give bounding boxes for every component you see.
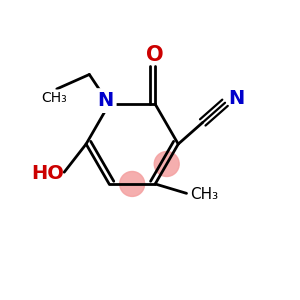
Text: CH₃: CH₃ — [190, 187, 218, 202]
Circle shape — [120, 172, 145, 197]
Text: O: O — [146, 45, 164, 65]
Circle shape — [154, 152, 179, 176]
Text: N: N — [228, 89, 244, 108]
Text: CH₃: CH₃ — [41, 91, 67, 105]
Text: N: N — [98, 91, 114, 110]
Text: HO: HO — [32, 164, 64, 183]
